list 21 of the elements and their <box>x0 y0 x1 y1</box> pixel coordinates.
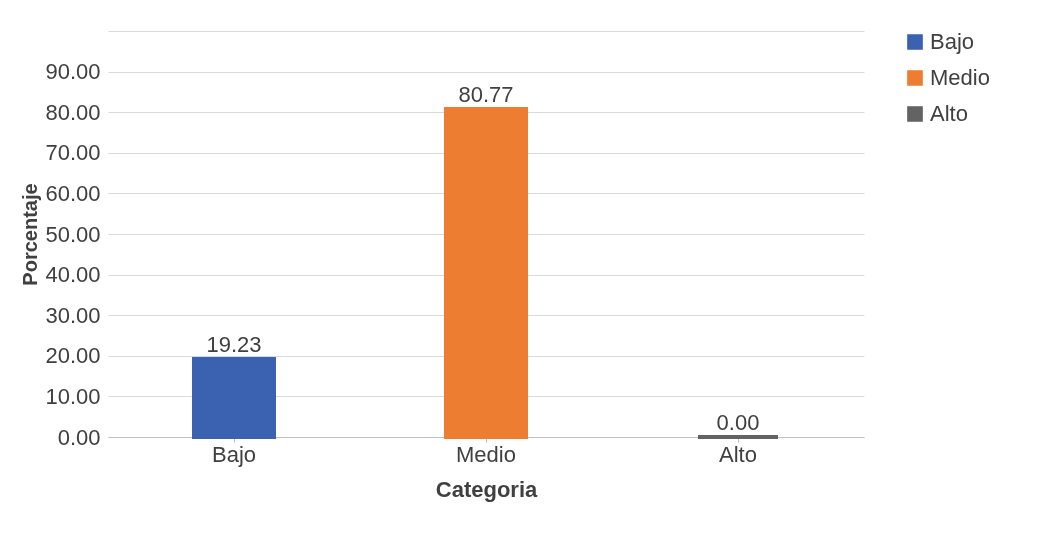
legend-label: Alto <box>930 101 968 126</box>
y-tick-label: 70.00 <box>45 140 101 166</box>
x-tick-label: Alto <box>719 441 757 467</box>
y-tick-label: 50.00 <box>45 221 101 247</box>
y-axis-title: Porcentaje <box>19 183 42 286</box>
data-label: 0.00 <box>716 410 760 435</box>
y-tick-label: 80.00 <box>45 99 101 125</box>
x-axis-title: Categoria <box>435 476 538 502</box>
x-tick-label: Medio <box>456 441 516 467</box>
y-tick-label: 0.00 <box>57 424 101 450</box>
y-tick-label: 10.00 <box>45 383 101 409</box>
y-tick-label: 20.00 <box>45 343 101 369</box>
data-label: 19.23 <box>206 331 262 357</box>
y-tick-label: 40.00 <box>45 262 101 288</box>
y-tick-label: 60.00 <box>45 180 101 206</box>
y-tick-label: 90.00 <box>45 59 101 85</box>
data-label: 80.77 <box>458 82 514 108</box>
legend-label: Bajo <box>930 29 975 54</box>
legend-label: Medio <box>930 65 990 90</box>
y-tick-label: 30.00 <box>45 302 101 328</box>
x-tick-label: Bajo <box>211 441 257 467</box>
